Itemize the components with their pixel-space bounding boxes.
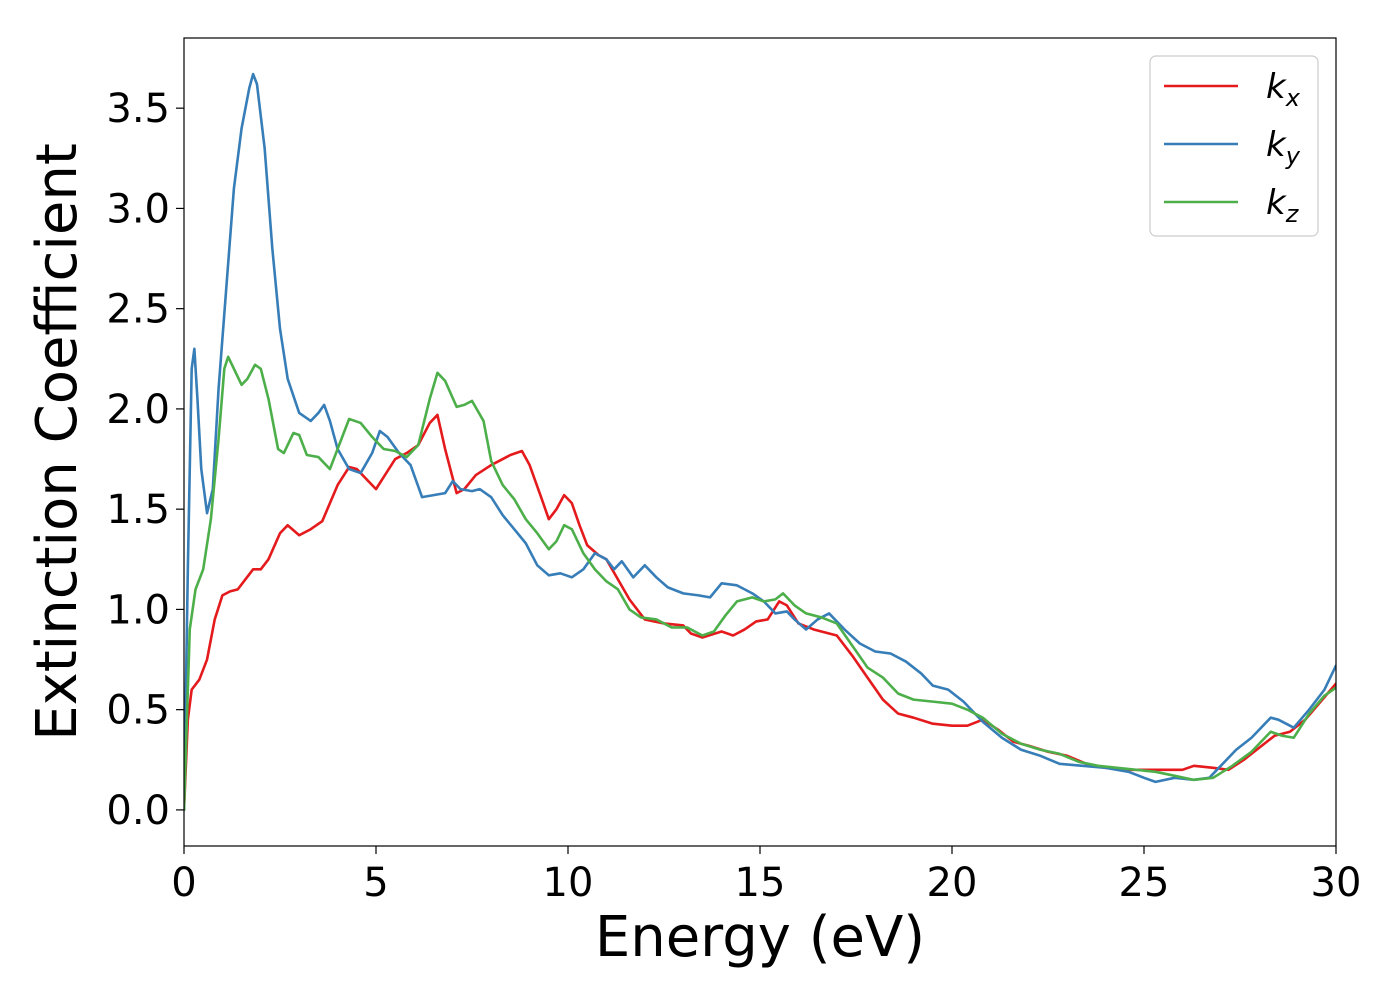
series-layer bbox=[184, 72, 1336, 812]
y-axis-label: Extinction Coefficient bbox=[25, 143, 90, 741]
series-line-ky bbox=[184, 72, 1336, 812]
y-axis: 0.0 0.5 1.0 1.5 2.0 2.5 3.0 3.5 bbox=[106, 86, 184, 834]
series-line-kz bbox=[184, 355, 1336, 812]
x-tick-label: 20 bbox=[927, 860, 978, 906]
y-tick-label: 1.0 bbox=[106, 587, 170, 633]
x-tick-label: 30 bbox=[1311, 860, 1362, 906]
y-tick-label: 0.0 bbox=[106, 788, 170, 834]
x-tick-label: 0 bbox=[171, 860, 196, 906]
x-axis-label: Energy (eV) bbox=[595, 905, 925, 970]
y-tick-label: 2.5 bbox=[106, 287, 170, 333]
y-tick-label: 3.0 bbox=[106, 186, 170, 232]
y-tick-label: 1.5 bbox=[106, 487, 170, 533]
x-tick-label: 5 bbox=[363, 860, 388, 906]
y-tick-label: 2.0 bbox=[106, 387, 170, 433]
legend-label-ky: ky bbox=[1266, 125, 1301, 170]
x-axis: 0 5 10 15 20 25 30 bbox=[171, 846, 1361, 906]
y-tick-label: 3.5 bbox=[106, 86, 170, 132]
legend-box bbox=[1149, 55, 1319, 237]
x-tick-label: 10 bbox=[543, 860, 594, 906]
x-tick-label: 25 bbox=[1119, 860, 1170, 906]
y-tick-label: 0.5 bbox=[106, 688, 170, 734]
x-tick-label: 15 bbox=[735, 860, 786, 906]
